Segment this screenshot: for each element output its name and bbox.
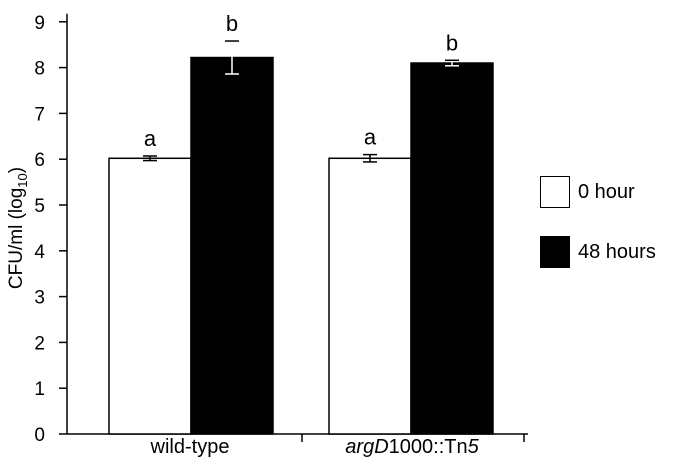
y-axis-title: CFU/ml (log10): [6, 166, 30, 290]
y-tick-label: 5: [34, 196, 45, 217]
legend: 0 hour 48 hours: [540, 175, 656, 295]
legend-item-0-hour: 0 hour: [540, 175, 656, 209]
y-tick-label: 4: [34, 242, 45, 263]
legend-label: 0 hour: [578, 180, 635, 203]
significance-label: b: [446, 30, 458, 55]
legend-swatch-black: [540, 236, 570, 268]
legend-label: 48 hours: [578, 240, 656, 263]
x-category-label-2: argD1000::Tn5: [345, 436, 479, 458]
bar-0-hour: [328, 157, 412, 435]
y-tick-label: 6: [34, 150, 45, 171]
y-tick-label: 3: [34, 288, 45, 309]
x-category-label-1: wild-type: [150, 436, 230, 458]
y-tick-label: 9: [34, 13, 45, 34]
legend-swatch-white: [540, 176, 570, 208]
significance-label: a: [364, 125, 377, 150]
bar-48-hours: [190, 56, 274, 435]
y-tick-label: 0: [34, 425, 45, 446]
y-tick-label: 1: [34, 379, 45, 400]
bar-48-hours: [410, 62, 494, 435]
significance-label: b: [226, 11, 238, 36]
significance-label: a: [144, 126, 157, 151]
y-tick-label: 8: [34, 59, 45, 80]
y-tick-label: 2: [34, 333, 45, 354]
bar-0-hour: [108, 157, 192, 435]
legend-item-48-hours: 48 hours: [540, 235, 656, 269]
y-tick-label: 7: [34, 104, 45, 125]
